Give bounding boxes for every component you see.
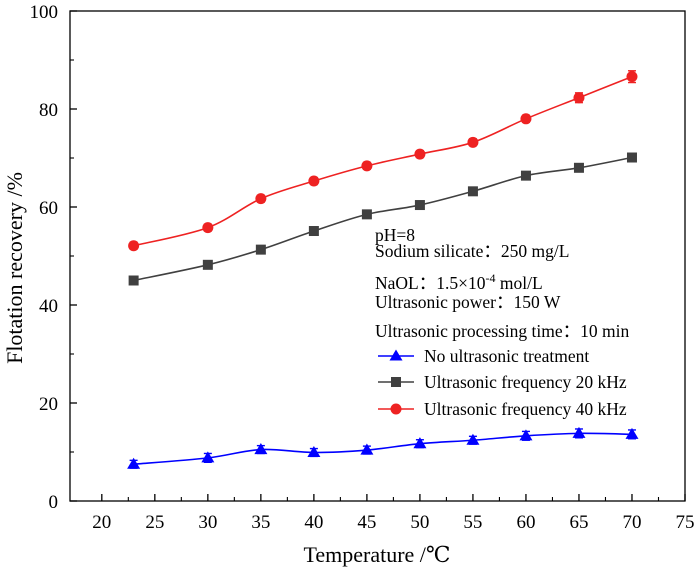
legend-marker	[391, 377, 401, 387]
annotation-ultrasonic-power: Ultrasonic power：150 W	[375, 292, 561, 312]
y-tick-label: 80	[39, 100, 58, 121]
data-point	[128, 240, 140, 252]
x-tick-label: 20	[92, 512, 111, 533]
data-point	[414, 148, 426, 160]
x-tick-label: 45	[357, 512, 376, 533]
x-tick-label: 70	[622, 512, 641, 533]
legend-item: No ultrasonic treatment	[378, 346, 589, 366]
data-point	[128, 275, 139, 286]
legend: No ultrasonic treatment Ultrasonic freque…	[378, 346, 627, 419]
x-tick-label: 40	[304, 512, 323, 533]
y-axis-title: Flotation recovery /%	[2, 172, 27, 364]
x-tick-label: 25	[145, 512, 164, 533]
data-point	[520, 170, 531, 181]
data-point	[572, 426, 586, 438]
legend-label: Ultrasonic frequency 40 kHz	[424, 399, 627, 419]
x-tick-label: 35	[251, 512, 270, 533]
annotations: pH=8 Sodium silicate：250 mg/L NaOL：1.5×1…	[375, 225, 629, 341]
legend-marker	[390, 403, 402, 415]
data-point	[626, 71, 638, 83]
annotation-naol: NaOL：1.5×10-4 mol/L	[375, 271, 543, 293]
data-point	[466, 433, 480, 445]
data-point	[361, 209, 372, 220]
data-point	[573, 92, 585, 104]
x-tick-label: 65	[569, 512, 588, 533]
series-line	[133, 432, 632, 466]
axis-ticks	[70, 10, 686, 502]
legend-marker	[389, 349, 403, 361]
x-tick-label: 30	[198, 512, 217, 533]
data-point	[255, 244, 266, 255]
data-point	[255, 193, 267, 205]
legend-label: Ultrasonic frequency 20 kHz	[424, 372, 627, 392]
annotation-naol-unit: mol/L	[495, 273, 542, 293]
data-point	[307, 445, 321, 458]
series-layer	[127, 70, 639, 469]
data-point	[519, 429, 533, 441]
data-point	[360, 443, 374, 455]
annotation-naol-base: NaOL：1.5×10	[375, 273, 486, 293]
series-triangle	[127, 426, 639, 469]
y-tick-label: 100	[30, 2, 59, 23]
series-square	[128, 152, 637, 286]
x-axis-title: Temperature /℃	[303, 542, 450, 567]
legend-item: Ultrasonic frequency 40 kHz	[378, 399, 627, 419]
data-point	[202, 222, 214, 234]
data-point	[414, 200, 425, 211]
annotation-naol-exponent: -4	[485, 271, 495, 285]
data-point	[573, 162, 584, 173]
data-point	[626, 152, 637, 163]
x-tick-label: 55	[463, 512, 482, 533]
y-tick-label: 60	[39, 198, 58, 219]
y-tick-label: 0	[49, 492, 59, 513]
annotation-sodium-silicate: Sodium silicate：250 mg/L	[375, 241, 569, 261]
data-point	[625, 427, 639, 439]
data-point	[308, 226, 319, 237]
series-line	[133, 75, 633, 247]
annotation-ph: pH=8	[375, 225, 415, 245]
data-point	[467, 136, 479, 148]
legend-item: Ultrasonic frequency 20 kHz	[378, 372, 627, 392]
data-point	[127, 457, 141, 469]
x-tick-label: 50	[410, 512, 429, 533]
x-tick-label: 75	[676, 512, 695, 533]
annotation-processing-time: Ultrasonic processing time：10 min	[375, 321, 629, 341]
tick-labels: 20 25 30 35 40 45 50 55 60 65 70 75 0 20 40 60 80 100	[30, 2, 695, 533]
y-tick-label: 40	[39, 296, 58, 317]
y-tick-label: 20	[39, 394, 58, 415]
data-point	[361, 160, 373, 172]
data-point	[308, 175, 320, 187]
legend-label: No ultrasonic treatment	[424, 346, 589, 366]
data-point	[201, 451, 215, 463]
x-tick-label: 60	[516, 512, 535, 533]
data-point	[254, 443, 268, 455]
series-circle	[128, 70, 638, 252]
data-point	[413, 437, 427, 449]
data-point	[520, 113, 532, 125]
series-line	[133, 156, 633, 282]
data-point	[467, 186, 478, 197]
data-point	[202, 259, 213, 270]
